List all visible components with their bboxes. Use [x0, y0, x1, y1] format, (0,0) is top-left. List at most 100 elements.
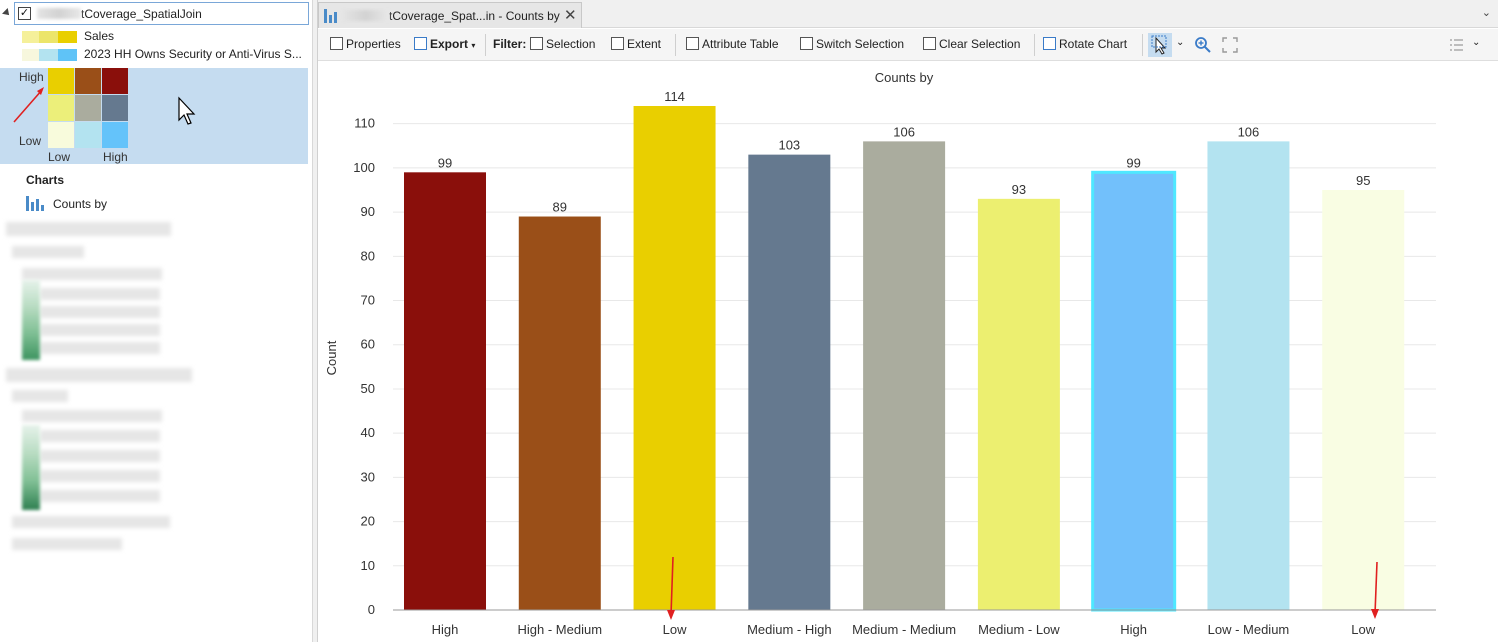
toolbar-separator: [485, 34, 486, 56]
y-tick-label: 110: [354, 116, 375, 131]
legend-swatch: [22, 49, 41, 61]
obscured-row: [40, 470, 160, 482]
export-button[interactable]: Export ▾: [414, 37, 475, 51]
rotate-chart-button[interactable]: Rotate Chart: [1043, 37, 1127, 51]
filter-selection-label: Selection: [546, 37, 596, 51]
export-icon: [414, 37, 427, 50]
bar-value-label: 99: [1126, 155, 1140, 170]
switch-selection-icon: [800, 37, 813, 50]
y-tick-label: 40: [361, 425, 375, 440]
obscured-row: [22, 410, 162, 422]
bivariate-legend[interactable]: High Low Low High: [0, 68, 308, 164]
chart-item-label: Counts by: [53, 197, 108, 211]
bar-chart-icon: [324, 9, 340, 23]
bar[interactable]: [633, 106, 716, 610]
x-tick-label: High: [1120, 622, 1147, 637]
bivariate-cell: [102, 122, 128, 148]
bar-chart[interactable]: Counts by Count 99 89 114 103 106 93 99 106 95 0…: [318, 62, 1498, 642]
bar-value-label: 106: [1238, 124, 1260, 139]
y-tick-label: 50: [361, 381, 375, 396]
charts-header: Charts: [26, 173, 65, 187]
obscured-row: [40, 306, 160, 318]
tab-overflow-chevron-icon[interactable]: ⌄: [1481, 7, 1491, 19]
bar-value-label: 89: [553, 200, 567, 215]
bar-value-label: 95: [1356, 173, 1370, 188]
list-view-dropdown-icon[interactable]: ⌄: [1472, 37, 1481, 48]
table-icon: [686, 37, 699, 50]
export-label: Export: [430, 37, 469, 51]
x-tick-label: Low - Medium: [1208, 622, 1290, 637]
filter-selection-icon: [530, 37, 543, 50]
bar[interactable]: [404, 172, 486, 610]
y-tick-label: 30: [361, 469, 375, 484]
obscured-row: [40, 324, 160, 336]
layer-expander-icon[interactable]: [2, 8, 12, 18]
bivariate-x-high-label: High: [103, 150, 128, 164]
bivariate-cell: [102, 68, 128, 94]
y-tick-label: 80: [361, 248, 375, 263]
zoom-in-icon[interactable]: [1194, 36, 1212, 54]
bar[interactable]: [748, 154, 831, 610]
tab-close-icon[interactable]: ✕: [564, 7, 577, 24]
tab-counts-by[interactable]: tCoverage_Spat...in - Counts by ✕: [318, 2, 582, 28]
legend-swatch: [22, 31, 41, 43]
tab-label: tCoverage_Spat...in - Counts by: [343, 9, 560, 23]
bivariate-cell: [48, 95, 74, 121]
y-tick-label: 60: [361, 337, 375, 352]
full-extent-icon[interactable]: [1221, 36, 1239, 54]
obscured-row: [40, 450, 160, 462]
bivariate-x-low-label: Low: [48, 150, 71, 164]
bar-value-label: 103: [778, 138, 800, 153]
legend-swatch: [39, 49, 58, 61]
bar[interactable]: [1207, 141, 1290, 611]
contents-pane: ✓ tCoverage_SpatialJoin Sales 2023 HH Ow…: [0, 0, 313, 642]
tab-bar: tCoverage_Spat...in - Counts by ✕ ⌄: [318, 0, 1498, 28]
filter-extent-button[interactable]: Extent: [611, 37, 661, 51]
bivariate-cell: [48, 68, 74, 94]
obscured-row: [40, 288, 160, 300]
attribute-table-button[interactable]: Attribute Table: [686, 37, 779, 51]
layer-name: tCoverage_SpatialJoin: [37, 7, 202, 21]
layer-visibility-checkbox[interactable]: ✓: [18, 7, 31, 20]
y-tick-label: 0: [368, 602, 375, 617]
tab-label-text: tCoverage_Spat...in - Counts by: [389, 9, 560, 23]
properties-button[interactable]: Properties: [330, 37, 401, 51]
switch-selection-button[interactable]: Switch Selection: [800, 37, 904, 51]
filter-selection-button[interactable]: Selection: [530, 37, 595, 51]
rotate-chart-icon: [1043, 37, 1056, 50]
obscured-row: [22, 268, 162, 280]
bivariate-cell: [75, 122, 101, 148]
bivariate-cell: [48, 122, 74, 148]
bars: [404, 106, 1405, 612]
bar-value-label: 106: [893, 124, 915, 139]
obscured-color-ramp: [22, 280, 40, 360]
obscured-color-ramp: [22, 425, 40, 510]
filter-label: Filter:: [493, 37, 527, 51]
y-axis-label: Count: [324, 340, 339, 375]
legend-swatch: [58, 49, 77, 61]
export-dropdown-icon: ▾: [471, 41, 476, 50]
obscured-row: [12, 246, 84, 258]
bar-value-label: 114: [664, 89, 685, 104]
bar[interactable]: [1091, 170, 1177, 612]
annotation-arrow-icon: [1371, 561, 1379, 619]
clear-selection-button[interactable]: Clear Selection: [923, 37, 1020, 51]
bar[interactable]: [977, 198, 1060, 610]
layer-row[interactable]: ✓ tCoverage_SpatialJoin: [14, 2, 309, 25]
legend-label-security: 2023 HH Owns Security or Anti-Virus S...: [84, 47, 302, 61]
bivariate-y-low-label: Low: [19, 134, 42, 148]
select-tool-dropdown-icon[interactable]: ⌄: [1176, 37, 1185, 48]
bar[interactable]: [518, 216, 601, 611]
x-tick-label: Medium - Low: [978, 622, 1060, 637]
select-tool-button[interactable]: [1148, 33, 1172, 57]
axis-ticks: 0 10 20 30 40 50 60 70 80 90 100 110 High High - Medi…: [353, 116, 1375, 637]
y-tick-label: 100: [353, 160, 375, 175]
bar[interactable]: [1322, 190, 1405, 610]
annotation-arrow-icon: [667, 556, 675, 620]
legend-swatch: [58, 31, 77, 43]
list-view-icon[interactable]: [1448, 36, 1466, 54]
y-tick-label: 20: [361, 514, 375, 529]
bar[interactable]: [863, 141, 946, 611]
switch-selection-label: Switch Selection: [816, 37, 905, 51]
filter-extent-label: Extent: [627, 37, 662, 51]
